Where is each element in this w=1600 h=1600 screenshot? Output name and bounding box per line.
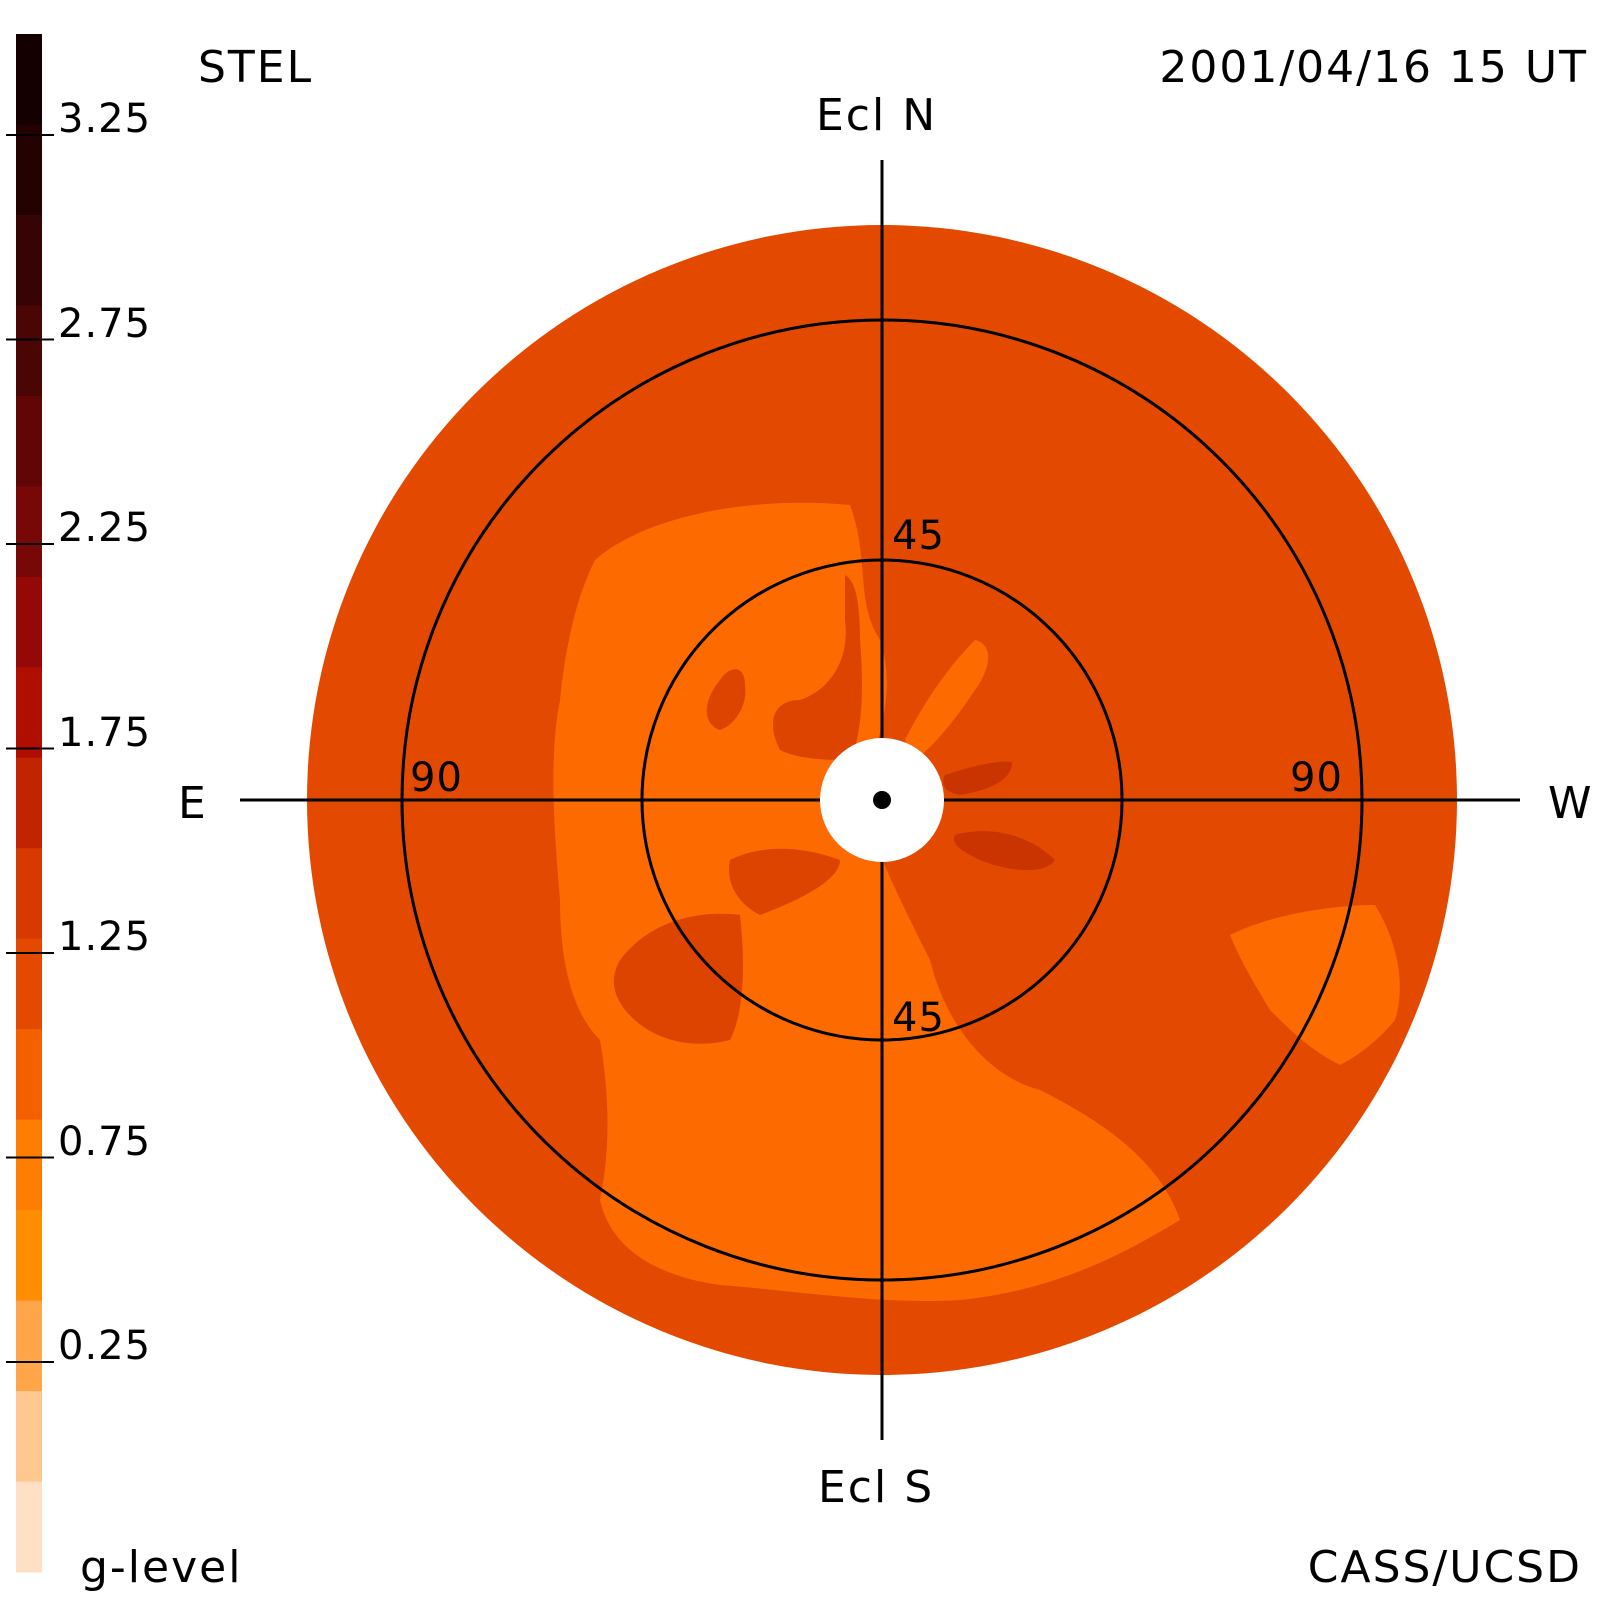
colorbar-segment [16,1481,42,1573]
colorbar-segment [16,757,42,849]
region-dark-west-upper [943,761,1012,795]
region-dark-west-lower [954,831,1055,871]
colorbar-tick-label: 0.75 [58,1118,152,1165]
region-light-southwest [1230,905,1400,1065]
direction-south: Ecl S [818,1462,935,1513]
colorbar-segment [16,848,42,940]
colorbar-tick-label: 1.75 [58,709,152,756]
colorbar-segment [16,305,42,397]
colorbar-label: g-level [80,1542,243,1593]
colorbar-segment [16,1119,42,1211]
ring-label-45-top: 45 [892,513,945,559]
colorbar-tick-label: 2.75 [58,300,152,347]
colorbar-segment [16,1029,42,1121]
region-mid-lower-left [613,913,743,1044]
instrument-label: STEL [198,42,314,93]
ring-label-45-bottom: 45 [892,995,945,1041]
colorbar-segment [16,486,42,578]
observation-datetime: 2001/04/16 15 UT [1159,42,1588,93]
ring-label-90-right: 90 [1290,755,1343,801]
direction-west: W [1548,778,1594,829]
colorbar-segment [16,1300,42,1392]
colorbar-tick-label: 3.25 [58,96,152,142]
region-light-streak [905,640,989,760]
region-mid-central-south [729,848,840,915]
colorbar-segment [16,395,42,487]
ring-label-90-left: 90 [410,755,463,801]
credit-label: CASS/UCSD [1307,1542,1582,1593]
region-mid-northwest-band [772,575,862,760]
colorbar-segment [16,124,42,216]
colorbar-tick-label: 0.25 [58,1323,152,1369]
colorbar-segment [16,1210,42,1302]
colorbar-tick-label: 2.25 [58,505,152,551]
colorbar-tick-label: 1.25 [58,914,152,960]
colorbar-segment [16,576,42,668]
direction-east: E [178,778,208,829]
colorbar-segment [16,1391,42,1483]
colorbar-segment [16,34,42,125]
colorbar-ticks [6,134,54,1363]
colorbar [16,34,42,1573]
colorbar-segment [16,214,42,306]
sun-center-dot [873,791,891,809]
region-mid-upper-left [706,669,746,730]
direction-north: Ecl N [816,90,938,141]
colorbar-segment [16,667,42,759]
